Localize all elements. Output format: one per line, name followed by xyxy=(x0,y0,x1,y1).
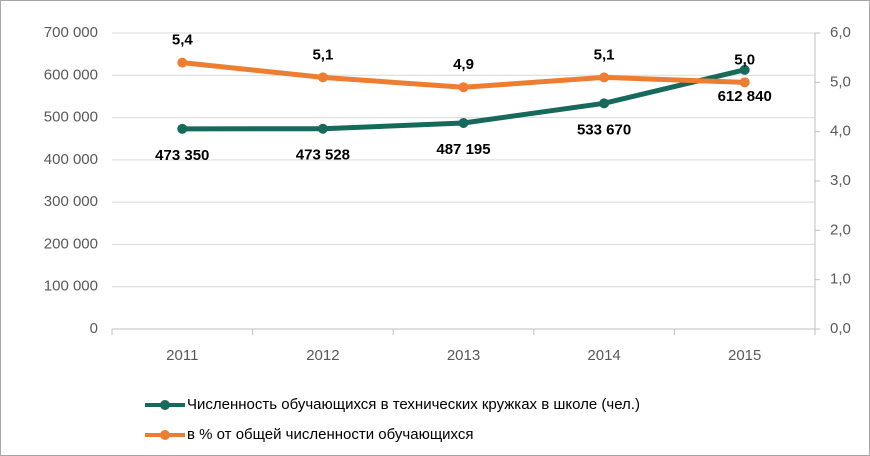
y2-tick-label: 6,0 xyxy=(830,24,851,41)
data-label: 5,0 xyxy=(734,51,755,68)
x-tick-label: 2015 xyxy=(728,347,761,364)
data-label: 533 670 xyxy=(577,121,631,138)
series-marker xyxy=(458,82,469,93)
y-tick-label: 700 000 xyxy=(44,24,98,41)
y-tick-label: 500 000 xyxy=(44,109,98,126)
series-marker xyxy=(739,77,750,88)
legend-marker xyxy=(160,430,170,440)
series-marker xyxy=(317,123,328,134)
data-label: 473 528 xyxy=(296,147,350,164)
y-tick-label: 300 000 xyxy=(44,193,98,210)
x-tick-label: 2012 xyxy=(306,347,339,364)
legend-label: в % от общей численности обучающихся xyxy=(187,426,474,443)
legend-label: Численность обучающихся в технических кр… xyxy=(187,396,640,413)
series-marker xyxy=(739,64,750,75)
series-marker xyxy=(599,72,610,83)
x-tick-label: 2014 xyxy=(587,347,620,364)
data-label: 5,1 xyxy=(312,46,333,63)
series-marker xyxy=(177,57,188,68)
series-marker xyxy=(177,123,188,134)
y2-tick-label: 5,0 xyxy=(830,73,851,90)
data-label: 4,9 xyxy=(453,56,474,73)
data-label: 612 840 xyxy=(718,88,772,105)
legend-marker xyxy=(160,400,170,410)
series-marker xyxy=(458,117,469,128)
series-marker xyxy=(599,98,610,109)
y-tick-label: 600 000 xyxy=(44,66,98,83)
y2-tick-label: 3,0 xyxy=(830,172,851,189)
data-label: 473 350 xyxy=(155,147,209,164)
x-tick-label: 2011 xyxy=(166,347,198,364)
y-tick-label: 200 000 xyxy=(44,235,98,252)
x-tick-label: 2013 xyxy=(447,347,480,364)
y-tick-label: 400 000 xyxy=(44,151,98,168)
y2-tick-label: 4,0 xyxy=(830,123,851,140)
data-label: 5,1 xyxy=(594,46,615,63)
y-tick-label: 0 xyxy=(90,320,98,337)
y2-tick-label: 2,0 xyxy=(830,221,851,238)
series-marker xyxy=(317,72,328,83)
y2-tick-label: 1,0 xyxy=(830,271,851,288)
data-label: 5,4 xyxy=(172,32,194,49)
y2-tick-label: 0,0 xyxy=(830,320,851,337)
y-tick-label: 100 000 xyxy=(44,278,98,295)
data-label: 487 195 xyxy=(436,141,490,158)
